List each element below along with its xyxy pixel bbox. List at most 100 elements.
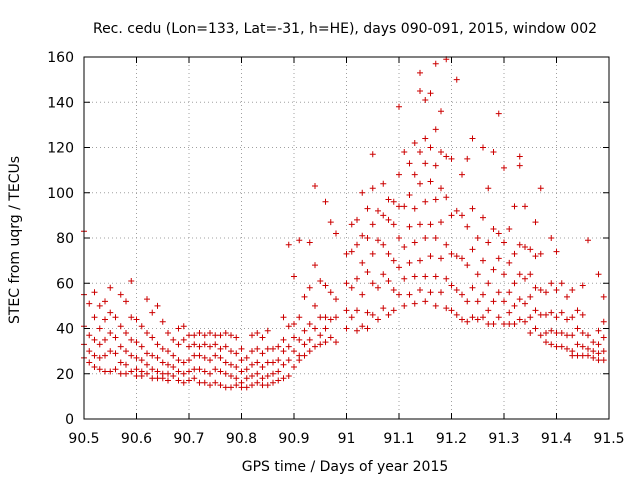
data-point (233, 334, 240, 341)
data-point (180, 379, 187, 386)
data-point (285, 241, 292, 248)
data-point (459, 212, 465, 219)
data-point (364, 325, 371, 332)
data-point (422, 198, 429, 205)
data-point (595, 350, 602, 357)
x-tick-label: 90.5 (68, 431, 99, 447)
x-tick-label: 91.3 (488, 431, 519, 447)
y-tick-label: 40 (56, 322, 74, 338)
data-point (348, 284, 355, 291)
data-point (516, 271, 523, 278)
data-point (301, 327, 308, 334)
data-point (123, 361, 129, 368)
data-point (128, 277, 135, 284)
data-point (354, 241, 360, 248)
data-point (548, 327, 555, 334)
data-point (207, 382, 213, 389)
data-point (600, 318, 607, 325)
data-point (459, 291, 465, 298)
data-point (532, 325, 539, 332)
data-point (459, 316, 465, 323)
data-point (112, 366, 119, 373)
data-point (537, 311, 544, 318)
data-point (91, 289, 98, 296)
data-point (474, 271, 481, 278)
data-point (228, 373, 234, 380)
data-point (128, 352, 135, 359)
data-point (333, 314, 339, 321)
data-point (238, 368, 245, 375)
data-point (264, 345, 271, 352)
data-point (333, 230, 339, 237)
data-point (422, 160, 429, 167)
data-point (285, 343, 292, 350)
data-point (438, 289, 444, 296)
data-point (285, 323, 292, 330)
data-point (217, 368, 224, 375)
data-point (327, 289, 334, 296)
data-point (201, 379, 208, 386)
data-point (359, 232, 366, 239)
data-point (264, 327, 271, 334)
data-point (91, 336, 98, 343)
data-point (558, 309, 565, 316)
data-point (564, 332, 570, 339)
data-point (469, 284, 476, 291)
data-point (154, 375, 161, 382)
data-point (228, 384, 234, 391)
data-point (453, 76, 460, 83)
data-point (411, 139, 418, 146)
data-point (480, 291, 486, 298)
data-point (485, 307, 492, 314)
data-point (537, 332, 544, 339)
data-point (485, 185, 492, 192)
data-point (595, 341, 602, 348)
data-point (301, 341, 308, 348)
data-point (259, 334, 266, 341)
data-point (359, 259, 366, 266)
data-point (201, 368, 208, 375)
data-point (485, 280, 492, 287)
data-point (511, 203, 518, 210)
data-point (343, 280, 350, 287)
data-point (175, 377, 182, 384)
data-point (527, 330, 534, 337)
data-point (537, 185, 544, 192)
data-point (191, 332, 198, 339)
data-point (233, 382, 240, 389)
data-point (432, 302, 439, 309)
data-point (186, 357, 192, 364)
data-point (443, 241, 450, 248)
data-point (590, 339, 597, 346)
data-point (532, 307, 539, 314)
data-point (238, 357, 245, 364)
data-point (133, 316, 140, 323)
data-point (359, 189, 366, 196)
data-point (191, 375, 198, 382)
data-point (306, 239, 313, 246)
data-point (264, 359, 271, 366)
data-point (480, 144, 486, 151)
data-point (249, 382, 255, 389)
data-point (511, 302, 518, 309)
data-point (317, 277, 324, 284)
data-point (175, 368, 182, 375)
data-point (522, 275, 528, 282)
data-point (411, 239, 418, 246)
data-point (333, 339, 339, 346)
data-point (448, 212, 455, 219)
data-point (469, 205, 476, 212)
data-point (390, 287, 397, 294)
x-tick-label: 91.1 (383, 431, 414, 447)
data-point (595, 357, 602, 364)
x-tick-label: 91.4 (541, 431, 572, 447)
data-point (249, 348, 255, 355)
data-point (532, 284, 539, 291)
data-point (579, 330, 586, 337)
data-point (138, 357, 145, 364)
data-point (86, 332, 93, 339)
data-point (112, 350, 119, 357)
data-point (406, 291, 413, 298)
data-point (138, 343, 145, 350)
x-tick-label: 90.8 (226, 431, 257, 447)
